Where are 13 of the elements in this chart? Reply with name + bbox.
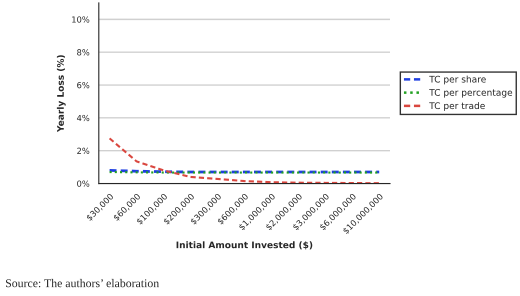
y-tick-label: 8% — [77, 49, 90, 56]
x-axis-title: Initial Amount Invested ($) — [176, 241, 312, 250]
y-tick-label: 6% — [77, 82, 90, 88]
legend-label: TC per percentage — [429, 89, 512, 98]
line-series — [108, 137, 380, 184]
y-axis-title: Yearly Loss (%) — [56, 55, 66, 132]
y-tick-label: 0% — [77, 180, 90, 187]
y-tick-label: 2% — [77, 148, 90, 154]
legend-label: TC per trade — [429, 102, 485, 111]
y-tick-label: 10% — [72, 16, 90, 23]
y-tick-label: 4% — [76, 114, 90, 122]
legend-label: TC per share — [429, 76, 486, 84]
source-note: Source: The authors’ elaboration — [6, 278, 159, 288]
